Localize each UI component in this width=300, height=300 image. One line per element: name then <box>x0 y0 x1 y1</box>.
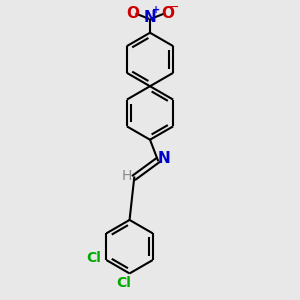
Text: O: O <box>126 6 139 21</box>
Text: N: N <box>157 151 170 166</box>
Text: +: + <box>152 5 160 15</box>
Text: −: − <box>169 1 179 14</box>
Text: O: O <box>161 6 174 21</box>
Text: Cl: Cl <box>86 251 101 266</box>
Text: Cl: Cl <box>116 276 131 290</box>
Text: N: N <box>144 10 156 25</box>
Text: H: H <box>121 169 132 183</box>
